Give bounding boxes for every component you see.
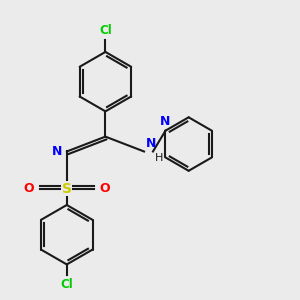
Text: N: N: [146, 137, 156, 150]
Text: Cl: Cl: [99, 24, 112, 37]
Text: N: N: [52, 145, 62, 158]
Text: Cl: Cl: [60, 278, 73, 291]
Text: O: O: [23, 182, 34, 195]
Text: N: N: [160, 115, 171, 128]
Text: O: O: [100, 182, 110, 195]
Text: S: S: [62, 182, 72, 196]
Text: H: H: [154, 153, 163, 163]
